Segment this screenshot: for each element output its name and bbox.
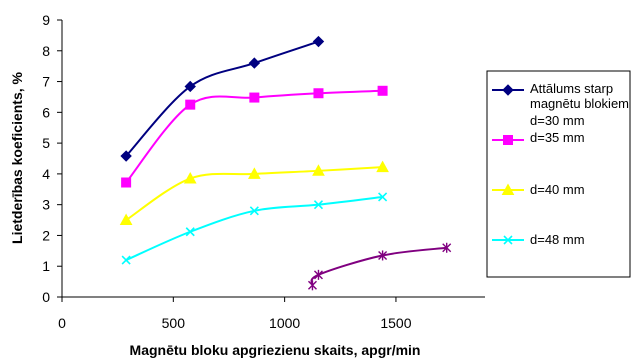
y-tick-label: 6 — [42, 104, 50, 120]
data-point-series-2 — [249, 92, 260, 103]
x-tick-label: 1000 — [269, 315, 300, 331]
data-point-series-2 — [377, 85, 388, 96]
data-point-series-3 — [183, 171, 197, 184]
data-point-series-4 — [313, 200, 324, 210]
x-marker-stroke — [121, 255, 131, 265]
x-tick-label: 1500 — [380, 315, 411, 331]
legend-label: magnētu blokiem — [530, 96, 629, 111]
data-point-series-2 — [185, 99, 196, 110]
data-point-series-1 — [184, 80, 196, 93]
y-tick-label: 9 — [42, 12, 50, 28]
legend-marker-1 — [502, 84, 514, 96]
series-line-4 — [125, 195, 383, 261]
legend-marker-2 — [503, 135, 513, 145]
data-point-series-3 — [376, 160, 389, 173]
data-point-series-1 — [120, 150, 132, 162]
x-marker-stroke — [378, 192, 388, 202]
x-tick-label: 500 — [162, 315, 186, 331]
data-point-series-2 — [313, 88, 324, 99]
data-point-series-5 — [307, 280, 317, 291]
y-tick-label: 4 — [42, 166, 50, 182]
legend-marker-3 — [501, 183, 515, 195]
data-point-series-5 — [442, 242, 452, 253]
x-axis-title: Magnētu bloku apgriezienu skaits, apgr/m… — [130, 342, 421, 358]
series-line-1 — [125, 40, 319, 157]
plot-area: 0 1 2 3 4 5 6 7 8 9 0 500 1000 1500 — [42, 12, 485, 331]
x-marker-stroke — [249, 206, 259, 216]
legend-label: d=30 mm — [530, 113, 585, 128]
data-point-series-3 — [119, 213, 133, 226]
x-marker-stroke — [185, 227, 195, 237]
y-tick-label: 8 — [42, 43, 50, 59]
y-tick-label: 3 — [42, 197, 50, 213]
data-point-series-1 — [248, 57, 261, 69]
y-tick-label: 0 — [42, 289, 50, 305]
series-line-5 — [310, 246, 447, 286]
y-tick-label: 1 — [42, 258, 50, 274]
data-point-series-2 — [121, 177, 132, 188]
data-point-series-5 — [313, 269, 323, 280]
data-point-series-3 — [248, 167, 261, 179]
y-tick-label: 5 — [42, 135, 50, 151]
x-marker-stroke — [313, 200, 324, 210]
x-marker-stroke — [503, 235, 513, 245]
y-tick-label: 7 — [42, 74, 50, 90]
legend-label: d=48 mm — [530, 232, 585, 247]
legend-label: d=40 mm — [530, 182, 585, 197]
legend-marker-4 — [503, 235, 513, 245]
data-point-series-4 — [378, 192, 388, 202]
x-tick-label: 0 — [58, 315, 66, 331]
y-tick-label: 2 — [42, 227, 50, 243]
legend-label: Attālums starp — [530, 81, 613, 96]
data-point-series-5 — [378, 250, 388, 261]
data-point-series-4 — [249, 206, 259, 216]
y-axis-title: Lietderības koeficients, % — [9, 71, 25, 243]
data-point-series-3 — [312, 164, 325, 176]
legend-label: d=35 mm — [530, 130, 585, 145]
data-point-series-4 — [121, 255, 131, 265]
data-point-series-1 — [312, 35, 325, 48]
data-point-series-4 — [185, 227, 195, 237]
